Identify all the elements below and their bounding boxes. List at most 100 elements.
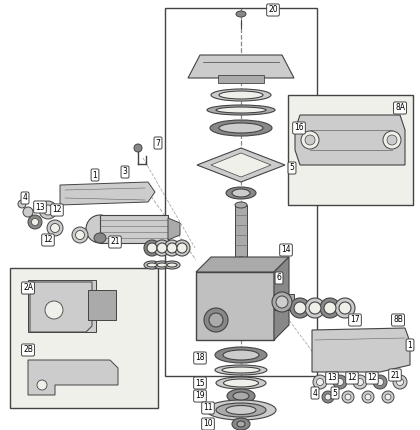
Bar	[288, 95, 413, 205]
Ellipse shape	[236, 11, 246, 17]
Ellipse shape	[147, 263, 157, 267]
Bar	[28, 280, 96, 332]
Ellipse shape	[157, 243, 167, 253]
Ellipse shape	[204, 308, 228, 332]
Ellipse shape	[335, 298, 355, 318]
Ellipse shape	[45, 301, 63, 319]
Ellipse shape	[320, 298, 340, 318]
Ellipse shape	[37, 380, 47, 390]
Ellipse shape	[164, 240, 180, 256]
Bar	[165, 8, 317, 376]
Text: 3: 3	[123, 168, 127, 176]
Text: 19: 19	[195, 391, 205, 400]
Ellipse shape	[86, 215, 114, 243]
Ellipse shape	[294, 302, 306, 314]
Ellipse shape	[235, 257, 247, 263]
Text: 21: 21	[110, 237, 120, 246]
Text: 16: 16	[294, 123, 304, 132]
Ellipse shape	[276, 296, 288, 308]
Ellipse shape	[373, 375, 387, 389]
Ellipse shape	[32, 218, 39, 225]
Text: 13: 13	[35, 203, 45, 212]
Text: 6: 6	[276, 273, 281, 283]
Ellipse shape	[154, 240, 170, 256]
Ellipse shape	[233, 392, 249, 400]
Ellipse shape	[216, 403, 266, 417]
Ellipse shape	[72, 227, 88, 243]
Ellipse shape	[313, 375, 327, 389]
Ellipse shape	[309, 302, 321, 314]
Ellipse shape	[237, 421, 245, 427]
Text: 12: 12	[367, 374, 377, 383]
Polygon shape	[168, 218, 180, 240]
Text: 12: 12	[43, 236, 53, 245]
Text: 8A: 8A	[395, 104, 405, 113]
FancyBboxPatch shape	[196, 272, 274, 340]
Polygon shape	[274, 257, 289, 340]
Ellipse shape	[322, 391, 334, 403]
Ellipse shape	[211, 89, 271, 101]
Ellipse shape	[383, 131, 401, 149]
Text: 15: 15	[195, 378, 205, 387]
Text: 20: 20	[268, 6, 278, 15]
Ellipse shape	[209, 313, 223, 327]
Ellipse shape	[219, 123, 263, 133]
Bar	[235, 205, 247, 260]
Ellipse shape	[144, 261, 160, 269]
Ellipse shape	[154, 261, 170, 269]
Text: 12: 12	[52, 206, 62, 215]
Text: 7: 7	[155, 138, 160, 147]
Ellipse shape	[206, 400, 276, 420]
Polygon shape	[211, 153, 271, 177]
Ellipse shape	[18, 200, 26, 208]
Ellipse shape	[232, 418, 250, 430]
Text: 1: 1	[408, 341, 412, 350]
Ellipse shape	[365, 394, 371, 400]
Ellipse shape	[94, 233, 106, 243]
Ellipse shape	[177, 243, 187, 253]
Text: 14: 14	[281, 246, 291, 255]
Ellipse shape	[215, 347, 267, 363]
Bar	[274, 294, 294, 310]
Ellipse shape	[333, 375, 347, 389]
Ellipse shape	[207, 105, 275, 115]
Ellipse shape	[232, 189, 250, 197]
Text: 17: 17	[350, 316, 360, 325]
Ellipse shape	[324, 302, 336, 314]
Ellipse shape	[167, 243, 177, 253]
Text: 21: 21	[390, 371, 400, 380]
Ellipse shape	[325, 394, 331, 400]
Ellipse shape	[28, 215, 42, 229]
Bar	[218, 75, 264, 83]
Text: 18: 18	[195, 353, 205, 362]
Ellipse shape	[272, 292, 292, 312]
Ellipse shape	[223, 379, 258, 387]
Text: 5: 5	[333, 388, 337, 397]
Ellipse shape	[39, 201, 57, 219]
Ellipse shape	[305, 135, 315, 145]
Ellipse shape	[237, 262, 245, 267]
Polygon shape	[295, 115, 405, 165]
Text: 1: 1	[93, 171, 97, 179]
Text: 13: 13	[327, 374, 337, 383]
Ellipse shape	[164, 261, 180, 269]
Ellipse shape	[301, 131, 319, 149]
Bar	[100, 215, 168, 243]
Ellipse shape	[219, 91, 263, 99]
Polygon shape	[60, 182, 155, 205]
Text: 8B: 8B	[393, 316, 403, 325]
Polygon shape	[28, 360, 118, 395]
Ellipse shape	[167, 263, 177, 267]
Ellipse shape	[157, 263, 167, 267]
Ellipse shape	[236, 407, 246, 413]
Ellipse shape	[210, 120, 272, 136]
Polygon shape	[197, 148, 285, 182]
Polygon shape	[188, 55, 294, 78]
Ellipse shape	[336, 378, 344, 386]
Ellipse shape	[174, 240, 190, 256]
Ellipse shape	[223, 350, 259, 360]
Ellipse shape	[43, 205, 53, 215]
Ellipse shape	[50, 224, 60, 233]
Ellipse shape	[345, 394, 351, 400]
Text: 10: 10	[203, 420, 213, 429]
